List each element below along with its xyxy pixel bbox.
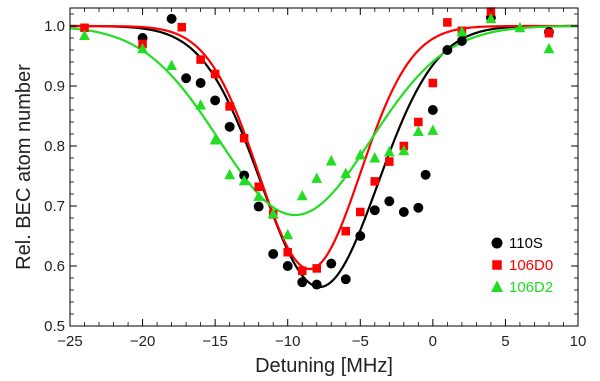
data-point-110S (282, 261, 293, 271)
y-tick-label: 0.5 (44, 318, 65, 335)
x-tick-label: 0 (429, 333, 437, 350)
axes: −25 −20 −15 −10 −5 0 5 10 0.5 0.6 0.7 0.8 0.9 1.0 (44, 7, 587, 350)
plot-frame (69, 7, 579, 327)
x-tick-label: 10 (570, 333, 587, 350)
data-point-106D2 (412, 125, 424, 137)
data-point-106D2 (296, 189, 308, 201)
data-point-106D0 (210, 69, 220, 79)
data-point-106D2 (238, 174, 250, 186)
data-point-106D2 (195, 99, 207, 110)
legend: 110S 106D0 106D2 (491, 235, 553, 296)
data-point-106D2 (383, 146, 395, 157)
x-tick-label: −15 (202, 333, 227, 350)
data-point-110S (297, 277, 308, 288)
data-point-110S (253, 201, 264, 212)
x-tick-label: 5 (501, 333, 509, 350)
data-point-106D2 (427, 124, 439, 135)
data-point-106D0 (356, 207, 365, 217)
data-point-106D2 (282, 228, 294, 240)
data-point-110S (268, 249, 279, 259)
data-point-106D0 (283, 247, 292, 257)
data-point-110S (384, 196, 395, 207)
data-point-106D2 (543, 42, 555, 54)
data-point-110S (456, 36, 467, 46)
data-point-106D0 (414, 117, 423, 127)
data-point-106D0 (370, 177, 380, 186)
data-point-106D2 (485, 12, 497, 24)
legend-marker-106D2 (491, 280, 503, 292)
data-point-106D2 (369, 152, 381, 163)
data-points (79, 7, 555, 290)
data-point-106D2 (398, 144, 410, 156)
y-tick-label: 0.9 (44, 78, 65, 95)
data-point-110S (181, 73, 192, 84)
legend-label-106D0: 106D0 (509, 257, 553, 274)
fit-curve-106D2 (69, 25, 579, 217)
data-point-106D0 (80, 23, 89, 33)
data-point-106D2 (166, 59, 177, 71)
data-point-106D2 (354, 149, 366, 160)
data-point-106D0 (341, 226, 351, 236)
data-point-106D0 (544, 28, 554, 38)
data-point-110S (166, 13, 177, 24)
data-point-110S (224, 121, 235, 132)
y-tick-label: 0.7 (44, 198, 65, 215)
data-point-110S (311, 279, 322, 290)
y-axis-label: Rel. BEC atom number (13, 64, 35, 270)
x-tick-label: −10 (275, 333, 300, 350)
data-point-106D2 (137, 42, 148, 54)
data-point-110S (420, 169, 431, 180)
data-point-106D0 (312, 264, 322, 273)
data-point-110S (427, 105, 438, 115)
x-tick-label: −20 (130, 333, 155, 350)
data-point-106D0 (428, 78, 438, 88)
data-point-110S (195, 78, 206, 88)
legend-label-106D2: 106D2 (509, 279, 553, 296)
x-axis-label: Detuning [MHz] (255, 355, 393, 377)
y-tick-label: 0.8 (44, 138, 65, 155)
fit-curve-106D0 (70, 24, 578, 271)
legend-marker-110S (491, 237, 503, 249)
data-point-110S (369, 205, 380, 216)
data-point-106D0 (385, 157, 394, 166)
data-point-110S (210, 95, 221, 106)
legend-label-110S: 110S (509, 235, 543, 252)
y-tick-label: 1.0 (44, 18, 65, 35)
data-point-110S (398, 207, 409, 217)
data-point-106D2 (209, 134, 221, 145)
data-point-110S (442, 45, 453, 55)
data-point-106D2 (224, 168, 236, 180)
data-point-106D0 (254, 182, 263, 192)
data-point-110S (413, 202, 424, 213)
data-point-110S (340, 274, 351, 285)
data-point-106D0 (443, 18, 452, 27)
data-point-106D0 (297, 266, 307, 276)
data-point-106D2 (267, 207, 279, 219)
data-point-106D2 (79, 29, 90, 41)
fit-curves (69, 24, 579, 289)
data-point-106D0 (196, 55, 205, 64)
y-tick-label: 0.6 (44, 258, 65, 275)
data-point-106D2 (514, 21, 526, 33)
legend-marker-106D0 (492, 260, 502, 270)
data-point-110S (326, 258, 337, 269)
x-tick-label: −25 (57, 333, 82, 350)
data-point-106D2 (456, 26, 468, 37)
data-point-106D2 (340, 167, 352, 179)
data-point-106D2 (325, 155, 337, 166)
data-point-106D0 (177, 22, 187, 32)
x-tick-label: −5 (352, 333, 369, 350)
data-point-106D0 (239, 133, 249, 143)
fit-curve-110S (70, 24, 578, 289)
data-point-106D2 (311, 172, 323, 183)
data-point-110S (355, 231, 366, 241)
data-point-106D2 (253, 190, 265, 201)
data-point-106D0 (225, 102, 234, 111)
